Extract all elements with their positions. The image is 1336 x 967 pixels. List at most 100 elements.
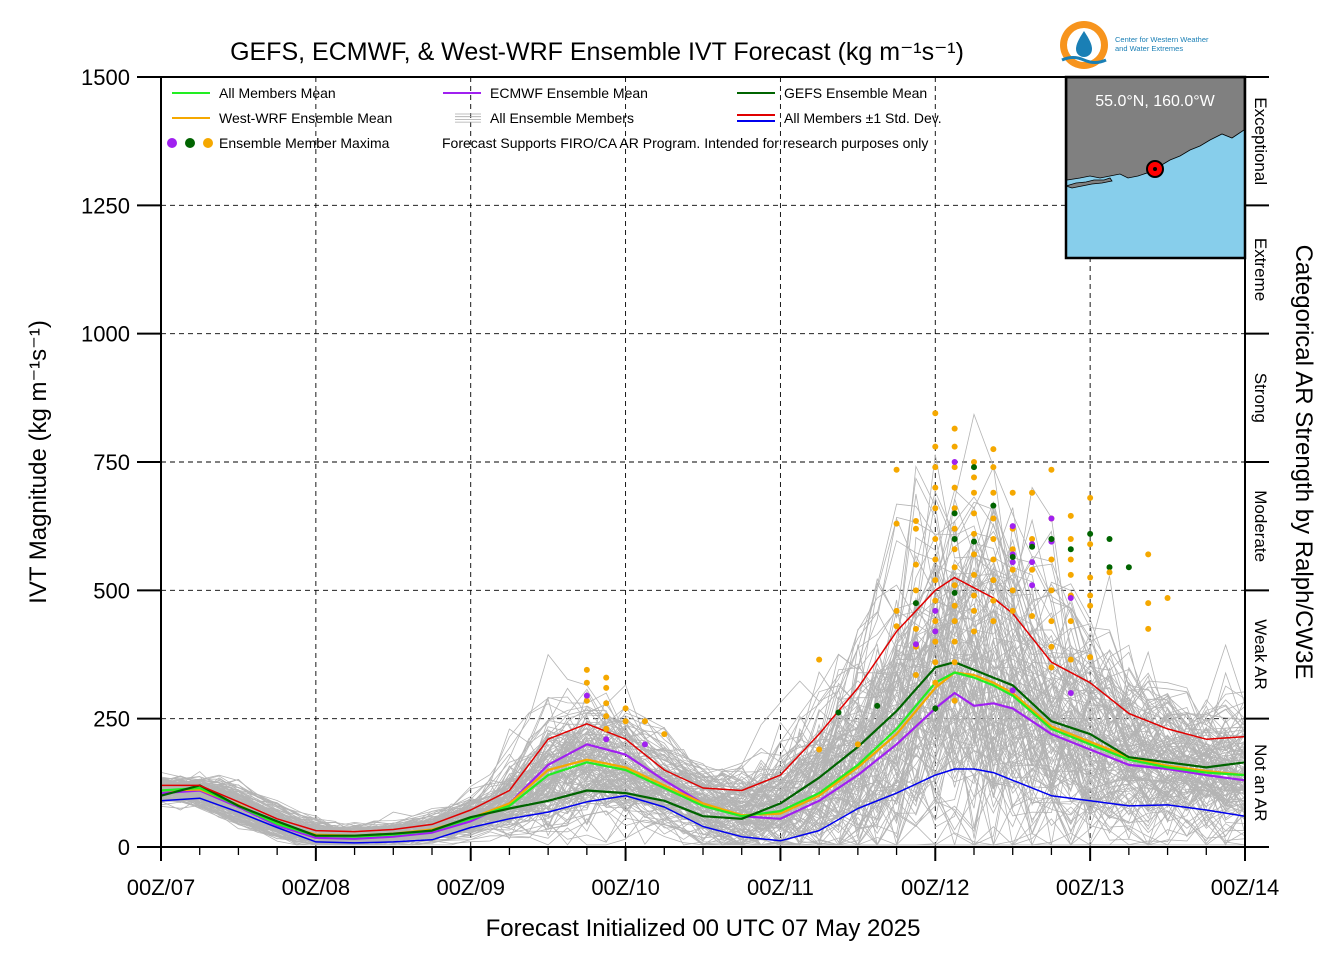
member-maximum-dot [971,464,977,471]
member-maximum-dot [932,556,939,563]
member-maximum-dot [990,502,997,509]
member-maximum-dot [932,679,939,686]
member-maximum-dot [912,625,919,632]
member-maximum-dot [1009,607,1016,614]
member-maximum-dot [1048,587,1055,594]
cw3e-logo: Center for Western Weather and Water Ext… [1060,21,1209,69]
member-maximum-dot [932,607,939,614]
member-maximum-dot [912,641,919,648]
member-maximum-dot [971,489,977,496]
member-maximum-dot [1106,564,1113,571]
aleutian-islands [1064,177,1113,189]
member-maximum-dot [583,666,590,673]
member-maximum-dot [951,459,958,465]
member-maximum-dot [1029,489,1036,496]
member-maximum-dot [932,505,939,512]
member-maximum-dot [1009,687,1016,694]
member-maximum-dot [1067,556,1074,563]
member-maximum-dot [951,582,958,589]
gefs-ensemble-mean-line [160,661,1246,837]
all-members-1-std-dev-line [160,768,1246,844]
member-maximum-dot [990,556,997,563]
member-maximum-dot [932,618,939,625]
member-maximum-dot [990,489,997,496]
member-maximum-dot [1009,587,1016,594]
member-maximum-dot [854,741,861,748]
member-maximum-dot [1145,551,1152,558]
member-maximum-dot [1009,553,1016,560]
member-maximum-dot [1164,595,1171,602]
member-maximum-dot [932,659,939,666]
x-tick-label: 00Z/07 [127,875,196,900]
member-maximum-dot [1009,523,1016,530]
member-maximum-dot [990,536,997,542]
x-tick-label: 00Z/12 [901,875,970,900]
y-tick-label: 1250 [81,193,130,218]
member-maximum-dot [1048,643,1055,650]
member-maximum-dot [893,520,900,527]
member-maximum-dot [971,530,977,537]
category-label: Exceptional [1251,97,1270,185]
member-maximum-dot [622,705,629,712]
member-maximum-dot [951,589,958,596]
x-tick-labels: 00Z/07 00Z/08 00Z/09 00Z/10 00Z/11 00Z/12 00Z/… [127,875,1280,900]
member-maximum-dot [583,679,590,686]
member-maximum-dot [1087,574,1094,581]
member-maximum-dot [641,741,648,748]
member-maximum-dot [816,656,823,663]
member-maximum-dot [622,718,629,725]
member-maximum-dot [1009,559,1016,566]
member-maximum-dot [1048,556,1055,563]
legend: All Members Mean ECMWF Ensemble Mean GEFS … [167,85,942,151]
member-maximum-dot [1029,582,1036,589]
member-maximum-dot [1029,536,1036,542]
member-maximum-dot [990,515,997,522]
member-maximum-dot [951,697,958,704]
ensemble-member-line [160,591,1246,834]
member-maximum-dot [951,484,958,491]
member-maximum-dot [932,484,939,491]
member-maximum-dot [912,600,919,607]
legend-label: All Members Mean [219,85,336,101]
y-tick-label: 500 [93,578,130,603]
member-maximum-dot [951,464,958,471]
member-maximum-dot [1145,625,1152,632]
member-maximum-dot [951,536,958,542]
member-maximum-dot [1048,515,1055,522]
ensemble-member-line [160,707,1246,846]
member-maximum-dot [951,564,958,571]
member-maximum-dot [951,425,958,432]
ensemble-member-line [160,500,1246,829]
member-maximum-dot [971,571,977,578]
member-maximum-dot [912,525,919,532]
member-maximum-dot [1087,602,1094,609]
member-maximum-dot [893,607,900,614]
y-tick-label: 1000 [81,322,130,347]
member-maximum-dot [990,597,997,604]
category-label: Not an AR [1251,744,1270,822]
legend-label: Ensemble Member Maxima [219,135,390,151]
member-maximum-dot [971,592,977,599]
axes [137,76,1269,861]
member-maximum-dot [1067,618,1074,625]
member-maximum-dot [951,510,958,517]
member-maximum-dot [1145,600,1152,607]
ensemble-member-line [160,518,1246,834]
logo-text-line1: Center for Western Weather [1115,35,1209,44]
inset-map: 55.0°N, 160.0°W [1064,75,1247,260]
member-maximum-dot [1067,595,1074,602]
member-maximum-dot [583,692,590,699]
member-maximum-dot [603,674,610,681]
member-maximum-dot [661,731,668,738]
member-maximum-dot [1029,559,1036,566]
member-maximum-dot [932,536,939,542]
member-maximum-dot [951,505,958,512]
member-maximum-dot [971,628,977,635]
member-maximum-dot [951,602,958,609]
member-maximum-dot [1106,536,1113,542]
x-tick-label: 00Z/09 [436,875,505,900]
member-maximum-dot [1029,543,1036,550]
y-tick-labels: 0 250 500 750 1000 1250 1500 [81,65,130,860]
legend-label: ECMWF Ensemble Mean [490,85,648,101]
member-maximum-dot [990,618,997,625]
